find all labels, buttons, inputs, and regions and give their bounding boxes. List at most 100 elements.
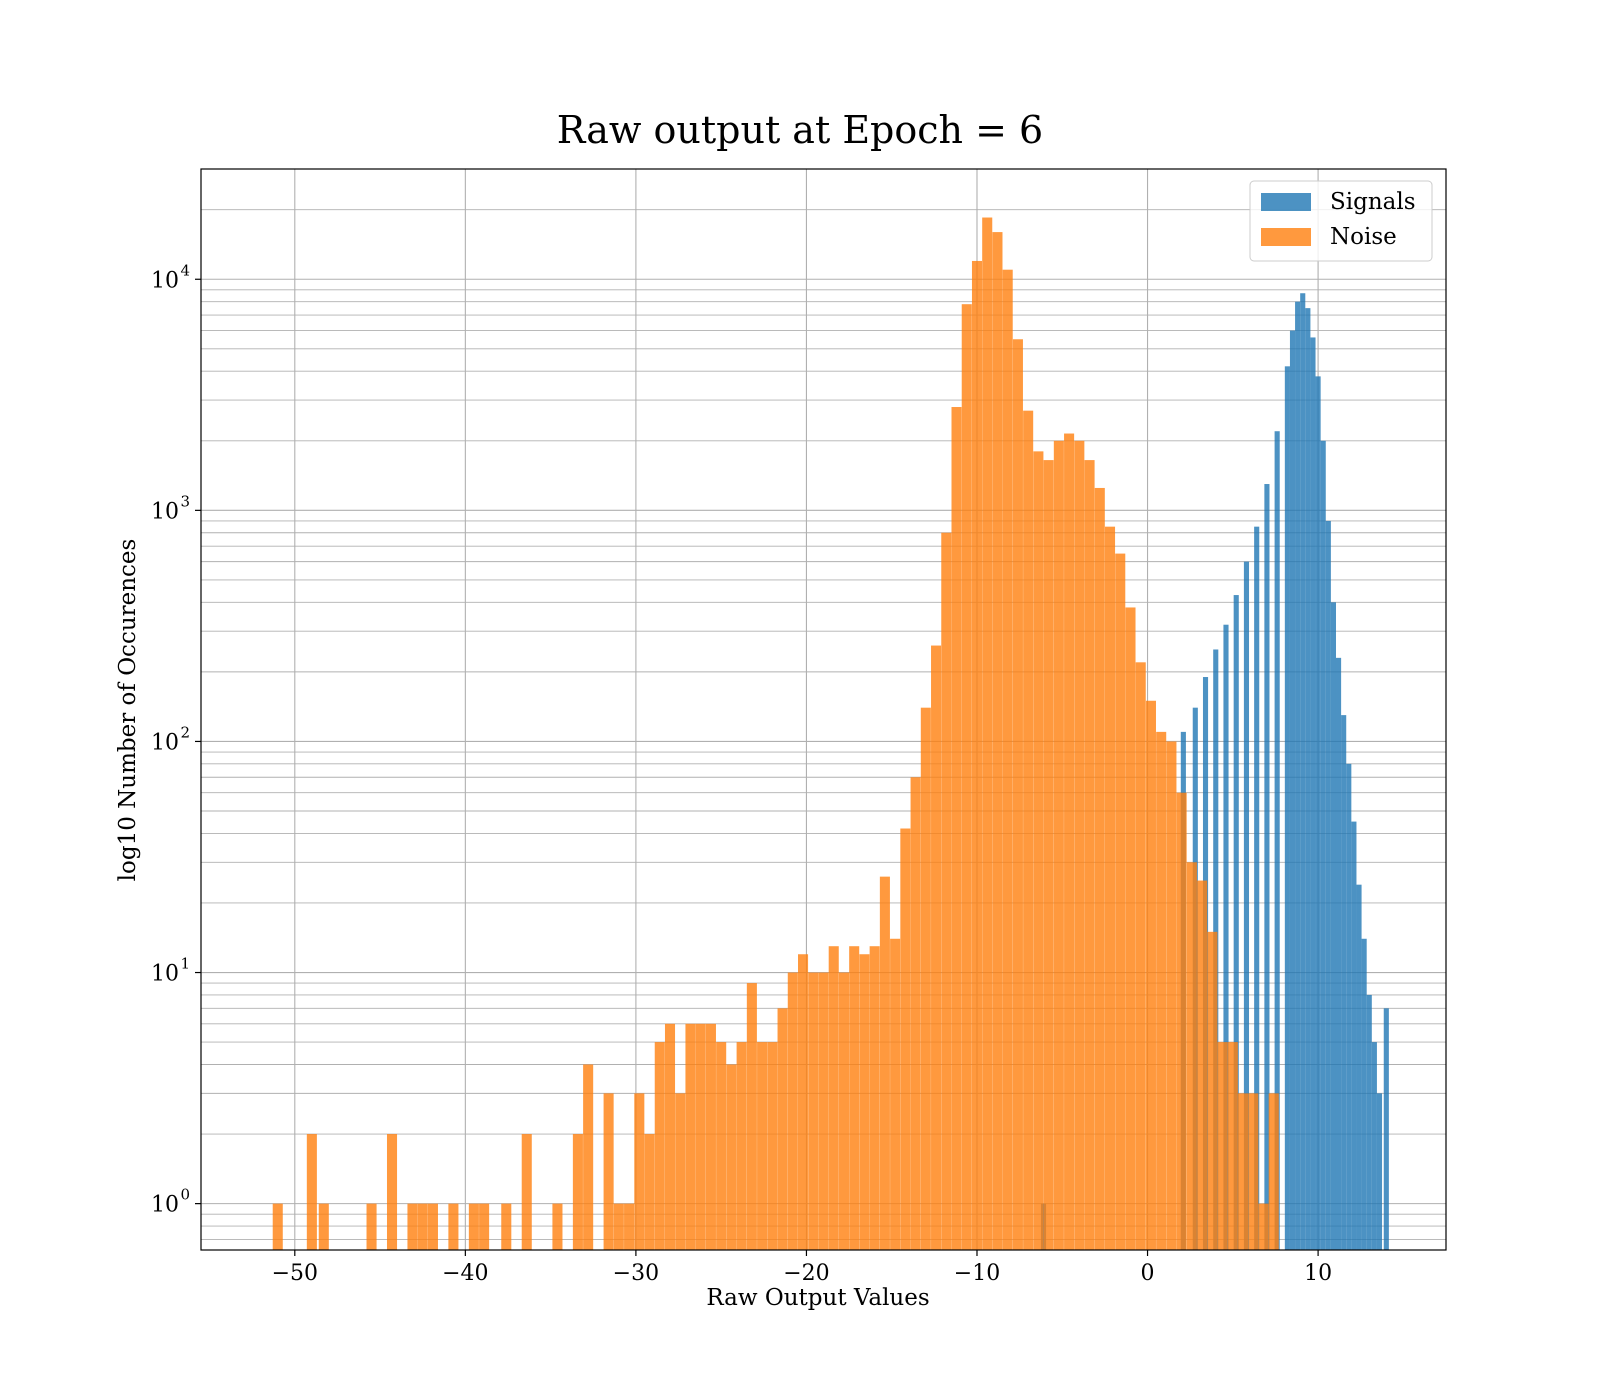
bar-noise [479,1203,490,1250]
y-axis-label: log10 Number of Occurences [115,539,141,882]
bar-noise [992,232,1003,1250]
bar-noise [757,1042,768,1250]
bar-noise [1186,862,1197,1250]
bar-noise [931,645,942,1250]
bar-noise [448,1203,459,1250]
legend-swatch-signals [1261,193,1311,211]
bar-noise [705,1023,716,1250]
x-tick-label: 10 [1304,1261,1332,1286]
bar-noise [386,1134,398,1250]
bar-signals [1300,293,1306,1250]
bar-noise [1268,1093,1279,1250]
bar-noise [1145,700,1156,1250]
bar-noise [1094,487,1105,1251]
bar-noise [306,1134,317,1250]
bar-noise [726,1064,737,1250]
bar-noise [736,1042,747,1250]
bar-noise [941,532,952,1250]
bar-noise [654,1042,665,1250]
bar-noise [1074,440,1085,1250]
bar-noise [664,1023,676,1250]
bar-noise [879,876,890,1250]
bar-noise [1012,339,1023,1250]
bar-noise [1166,741,1177,1250]
y-tick-exponent: 3 [180,492,190,510]
bar-noise [521,1134,532,1250]
y-tick-label: 10 [151,268,179,293]
bar-noise [613,1203,624,1250]
bar-noise [1135,662,1146,1250]
bar-signals [1376,1093,1383,1250]
bar-signals [1243,561,1250,1250]
bar-noise [501,1203,512,1250]
y-tick-exponent: 0 [180,1186,190,1204]
bar-signals [1264,484,1270,1251]
bar-noise [777,1008,788,1250]
bar-noise [900,828,911,1250]
bar-noise [951,407,962,1251]
x-tick-label: −40 [442,1261,488,1286]
legend: Signals Noise [1249,180,1433,262]
bar-signals [1310,337,1316,1250]
bar-noise [1053,440,1064,1250]
bar-noise [1238,1093,1249,1250]
bar-signals [1366,994,1372,1250]
bar-signals [1341,715,1347,1250]
bar-noise [1104,526,1116,1250]
bar-noise [1176,792,1187,1250]
bar-noise [1217,1042,1228,1250]
bar-noise [644,1134,655,1250]
y-tick-exponent: 4 [180,261,190,279]
bar-signals [1330,602,1336,1250]
bar-noise [1248,1093,1259,1250]
bar-signals [1371,1042,1377,1250]
chart-title: Raw output at Epoch = 6 [557,108,1043,152]
bar-noise [1002,269,1013,1250]
y-tick-exponent: 1 [180,955,190,973]
bar-noise [716,1042,727,1250]
bar-noise [859,954,870,1250]
bar-noise [798,954,809,1250]
y-tick-label: 10 [151,499,179,524]
y-tick-exponent: 2 [180,723,190,741]
bar-noise [685,1023,696,1250]
bar-noise [675,1093,686,1250]
bar-noise [869,946,880,1250]
bar-noise [407,1203,418,1250]
bar-noise [838,972,849,1250]
bar-signals [1274,431,1280,1250]
bar-noise [417,1203,428,1250]
bar-signals [1335,657,1342,1250]
y-tick-label: 10 [151,730,179,755]
bar-signals [1233,595,1239,1250]
bar-noise [1207,931,1218,1250]
bar-noise [746,983,757,1250]
bar-signals [1254,526,1260,1250]
bar-noise [828,946,839,1250]
bar-signals [1325,520,1331,1250]
y-tick-label: 10 [151,962,179,987]
x-tick-label: −20 [783,1261,829,1286]
bar-noise [818,972,829,1250]
bar-noise [695,1023,706,1250]
bars [272,217,1389,1251]
bar-noise [366,1203,377,1250]
bar-noise [961,304,972,1250]
bar-noise [1084,460,1095,1250]
bar-noise [849,946,860,1250]
x-tick-label: −30 [613,1261,659,1286]
bar-noise [583,1064,594,1250]
x-tick-label: −10 [954,1261,1000,1286]
bar-noise [971,260,983,1250]
bar-noise [427,1203,438,1250]
bar-noise [1156,731,1167,1250]
bar-noise [318,1203,329,1250]
bar-noise [1023,410,1034,1250]
bar-noise [982,217,993,1250]
legend-label-noise: Noise [1330,224,1397,250]
bar-signals [1223,624,1229,1250]
bar-noise [1258,1203,1269,1250]
bar-signals [1351,821,1357,1250]
